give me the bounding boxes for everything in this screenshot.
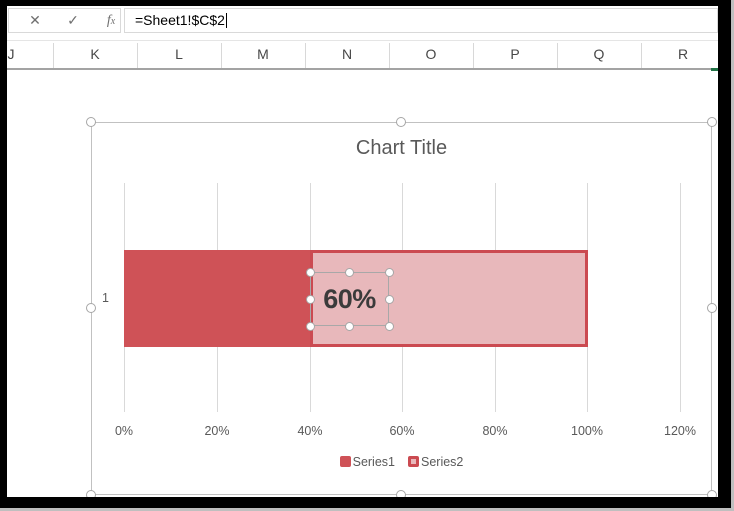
chart-legend: Series1 Series2 [91, 453, 712, 470]
category-axis-label[interactable]: 1 [102, 291, 109, 305]
chart-handle-top-left[interactable] [86, 117, 96, 127]
chart-title[interactable]: Chart Title [355, 137, 448, 159]
column-header-O[interactable]: O [425, 46, 437, 62]
column-separator [137, 43, 138, 68]
label-handle-top-left[interactable] [305, 267, 315, 277]
frame-shadow-bottom [0, 508, 734, 511]
formula-text: =Sheet1!$C$2 [135, 12, 225, 28]
axis-tick-40pct[interactable]: 40% [297, 424, 323, 438]
chart-handle-top-mid[interactable] [396, 117, 406, 127]
column-separator [641, 43, 642, 68]
label-handle-bottom-right[interactable] [384, 321, 394, 331]
axis-tick-60pct[interactable]: 60% [389, 424, 415, 438]
fx-x: x [110, 16, 116, 27]
data-label[interactable]: 60% [310, 272, 389, 326]
column-separator [557, 43, 558, 68]
legend-label-series2: Series2 [421, 454, 464, 469]
legend-item-series2[interactable]: Series2 [408, 455, 463, 469]
series2-swatch-icon [408, 456, 419, 467]
label-handle-bottom-mid[interactable] [345, 321, 354, 331]
fx-f: f [106, 13, 111, 28]
cancel-icon[interactable]: ✕ [29, 12, 41, 28]
column-header-Q[interactable]: Q [593, 46, 605, 62]
column-separator [221, 43, 222, 68]
insert-function-fx-icon[interactable]: fx [99, 10, 123, 31]
frame-bottom [0, 497, 734, 508]
frame-right [718, 0, 731, 511]
label-handle-mid-right[interactable] [384, 294, 394, 304]
header-top-border [7, 40, 718, 41]
label-handle-mid-left[interactable] [305, 294, 315, 304]
axis-tick-120pct[interactable]: 120% [664, 424, 696, 438]
column-separator [473, 43, 474, 68]
column-header-J[interactable]: J [7, 46, 15, 62]
axis-tick-100pct[interactable]: 100% [571, 424, 603, 438]
chart-handle-top-right[interactable] [707, 117, 717, 127]
formula-bar-buttons: ✕ ✓ fx [8, 8, 121, 33]
enter-check-icon[interactable]: ✓ [67, 12, 79, 28]
series2-bar[interactable] [310, 250, 588, 347]
legend-item-series1[interactable]: Series1 [339, 454, 395, 469]
series1-swatch-icon [339, 456, 351, 467]
formula-input[interactable]: =Sheet1!$C$2 [124, 8, 718, 33]
frame-top [0, 0, 734, 6]
header-bottom-border [7, 68, 718, 70]
column-header-R[interactable]: R [677, 46, 689, 62]
gridline-120pct [680, 183, 681, 412]
chart-handle-mid-left[interactable] [86, 303, 96, 313]
axis-tick-0pct[interactable]: 0% [114, 424, 134, 438]
label-handle-bottom-left[interactable] [305, 321, 315, 331]
column-header-K[interactable]: K [90, 46, 100, 62]
axis-tick-20pct[interactable]: 20% [204, 424, 230, 438]
column-header-L[interactable]: L [175, 46, 183, 62]
column-header-N[interactable]: N [341, 46, 353, 62]
chart-handle-mid-right[interactable] [707, 303, 717, 313]
series1-bar[interactable] [124, 250, 310, 347]
header-green-accent [711, 67, 718, 71]
data-label-text: 60% [323, 283, 376, 314]
text-caret [226, 13, 227, 28]
frame-shadow-right [731, 0, 734, 511]
column-separator [53, 43, 54, 68]
column-separator [389, 43, 390, 68]
column-header-P[interactable]: P [510, 46, 520, 62]
label-handle-top-mid[interactable] [345, 267, 354, 277]
axis-tick-80pct[interactable]: 80% [482, 424, 508, 438]
legend-label-series1: Series1 [352, 454, 395, 469]
column-separator [305, 43, 306, 68]
label-handle-top-right[interactable] [384, 267, 394, 277]
column-header-M[interactable]: M [257, 46, 269, 62]
frame-left [0, 0, 7, 511]
